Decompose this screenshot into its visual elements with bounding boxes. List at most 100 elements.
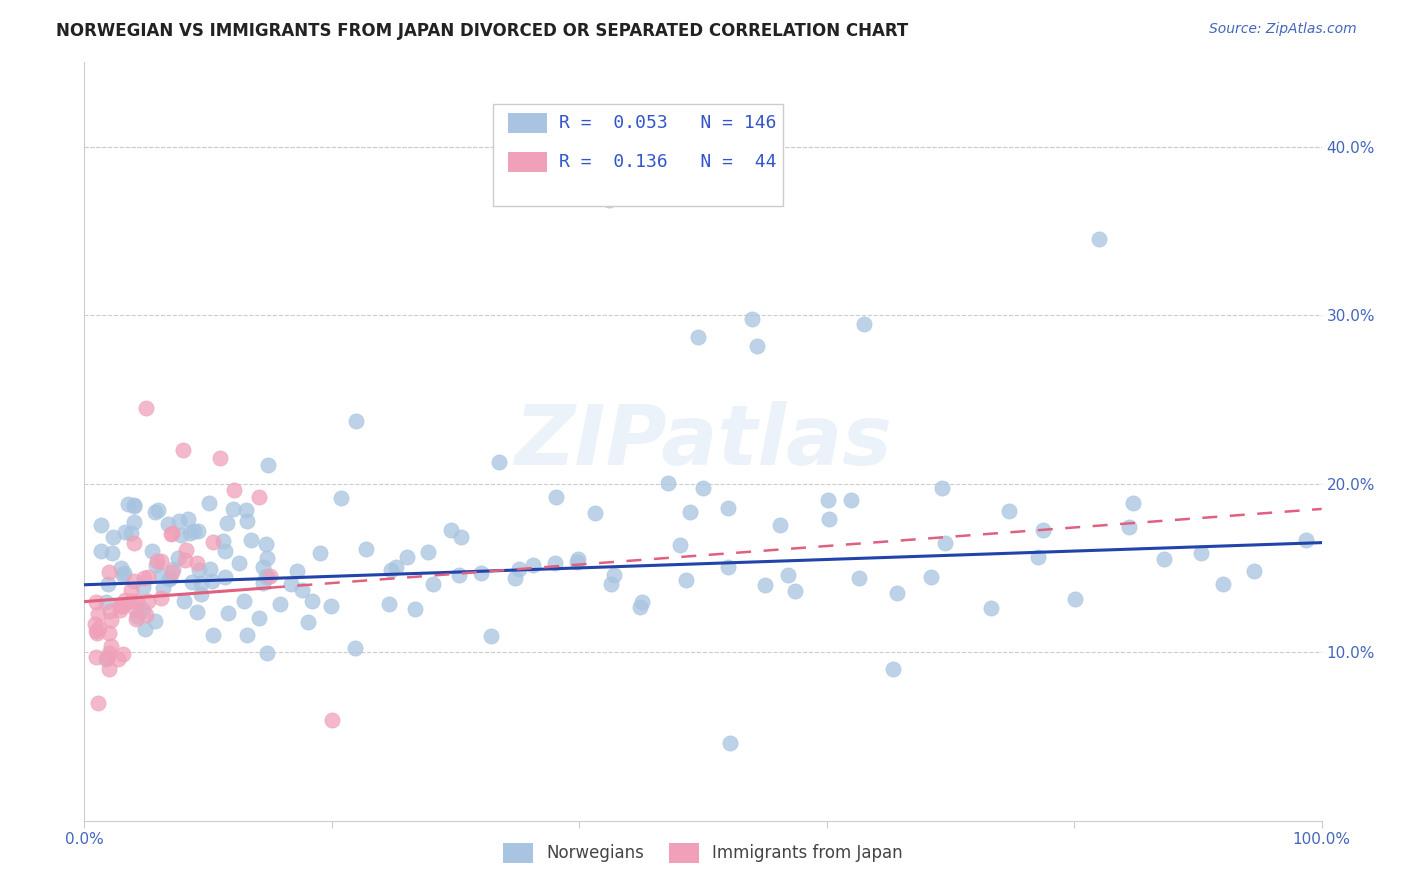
Point xyxy=(84,624,107,638)
Point xyxy=(166,550,188,565)
Point xyxy=(100,613,122,627)
Point xyxy=(149,568,172,582)
Point xyxy=(882,662,904,676)
Point xyxy=(254,569,277,583)
Point xyxy=(344,414,367,428)
Point xyxy=(228,556,250,570)
Point xyxy=(110,599,132,614)
Point xyxy=(308,546,330,560)
Point xyxy=(447,567,470,582)
Point xyxy=(112,647,135,661)
Point xyxy=(1118,520,1140,534)
Point xyxy=(87,696,110,710)
Point xyxy=(122,500,145,514)
Point xyxy=(100,639,122,653)
Point xyxy=(543,557,565,571)
Point xyxy=(886,586,908,600)
Point xyxy=(479,629,502,643)
Point xyxy=(86,595,108,609)
Point xyxy=(86,607,108,622)
Point xyxy=(998,504,1021,518)
Point xyxy=(839,492,862,507)
Point xyxy=(173,594,195,608)
Point xyxy=(111,599,134,613)
Point xyxy=(330,491,353,505)
Point xyxy=(214,543,236,558)
Point xyxy=(125,593,148,607)
Point xyxy=(215,516,238,531)
Point xyxy=(97,646,120,660)
Point xyxy=(380,563,402,577)
Point xyxy=(174,543,197,558)
Point xyxy=(301,594,323,608)
Text: ZIPatlas: ZIPatlas xyxy=(515,401,891,482)
Point xyxy=(202,628,225,642)
Point xyxy=(252,575,274,590)
Point xyxy=(145,558,167,572)
Point xyxy=(285,564,308,578)
Point xyxy=(108,599,131,613)
Point xyxy=(1088,232,1111,246)
Point xyxy=(291,582,314,597)
Point xyxy=(160,527,183,541)
Point xyxy=(136,570,159,584)
Point xyxy=(90,517,112,532)
Point xyxy=(114,524,136,539)
Point xyxy=(202,535,225,549)
Point xyxy=(97,565,120,579)
Point xyxy=(1032,523,1054,537)
Point xyxy=(124,601,146,615)
Point xyxy=(718,736,741,750)
Point xyxy=(384,560,406,574)
Point xyxy=(747,339,769,353)
Point xyxy=(121,594,143,608)
Point xyxy=(256,646,278,660)
Point xyxy=(628,599,651,614)
Point xyxy=(280,577,302,591)
Point xyxy=(679,505,702,519)
Point xyxy=(252,560,274,574)
Point xyxy=(769,518,792,533)
Point xyxy=(669,538,692,552)
Point xyxy=(297,615,319,630)
Point xyxy=(111,568,134,582)
Point xyxy=(817,512,839,526)
Point xyxy=(174,553,197,567)
Point xyxy=(162,565,184,579)
Point xyxy=(134,622,156,636)
Text: Source: ZipAtlas.com: Source: ZipAtlas.com xyxy=(1209,22,1357,37)
Point xyxy=(190,587,212,601)
Point xyxy=(1212,577,1234,591)
Point xyxy=(97,577,120,591)
Point xyxy=(159,570,181,584)
Point xyxy=(931,481,953,495)
Point xyxy=(190,575,212,590)
Point xyxy=(197,496,219,510)
Point xyxy=(157,572,180,586)
Point xyxy=(1063,592,1085,607)
Point xyxy=(187,563,209,577)
Point xyxy=(162,562,184,576)
Point xyxy=(209,451,232,466)
Point xyxy=(214,570,236,584)
Point xyxy=(117,497,139,511)
Point xyxy=(177,512,200,526)
Point xyxy=(90,544,112,558)
Point xyxy=(157,517,180,532)
Point xyxy=(422,576,444,591)
Point xyxy=(377,597,399,611)
Point xyxy=(470,566,492,580)
Point xyxy=(122,535,145,549)
Point xyxy=(120,583,142,598)
Point xyxy=(631,595,654,609)
Point xyxy=(269,597,291,611)
Point xyxy=(688,329,710,343)
Point xyxy=(247,490,270,504)
Point xyxy=(741,311,763,326)
Point xyxy=(508,562,530,576)
Point xyxy=(450,530,472,544)
Point xyxy=(488,455,510,469)
Point xyxy=(354,541,377,556)
Point xyxy=(125,612,148,626)
Point xyxy=(600,577,623,591)
